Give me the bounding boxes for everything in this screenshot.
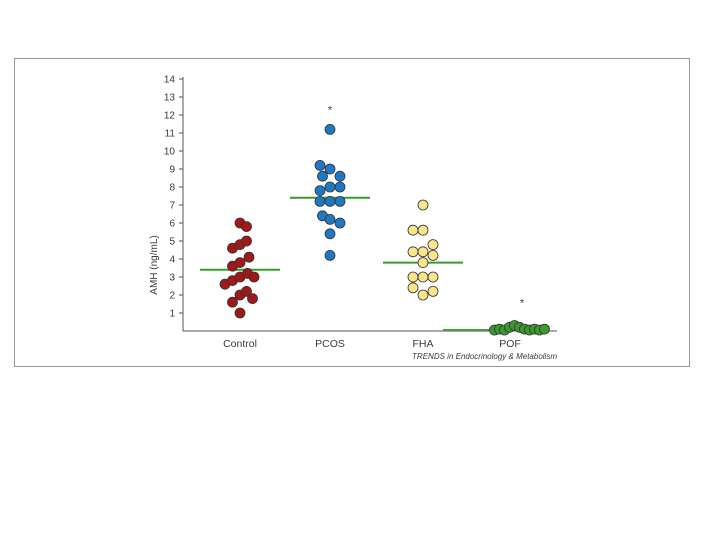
y-tick-label: 1	[169, 309, 175, 320]
data-point-pof	[539, 323, 550, 335]
source-credit: TRENDS in Endocrinology & Metabolism	[412, 352, 557, 361]
y-tick-label: 6	[169, 219, 175, 230]
category-label-pof: POF	[499, 338, 521, 350]
data-point-fha	[417, 271, 429, 283]
y-tick-label: 11	[165, 129, 176, 140]
data-point-control	[243, 251, 255, 263]
data-point-fha	[417, 224, 429, 236]
y-tick-label: 3	[169, 273, 175, 284]
data-point-control	[234, 307, 246, 319]
data-point-pcos	[314, 195, 326, 207]
data-point-fha	[427, 239, 439, 251]
data-point-pcos	[324, 195, 336, 207]
data-point-pcos	[314, 185, 326, 197]
y-tick-label: 13	[164, 93, 176, 104]
significance-marker-pcos: *	[328, 104, 333, 116]
y-tick-label: 12	[164, 111, 176, 122]
data-point-fha	[407, 246, 419, 258]
y-axis-title: AMH (ng/mL)	[149, 235, 160, 294]
category-label-fha: FHA	[413, 338, 434, 350]
data-point-pcos	[324, 181, 336, 193]
y-tick-label: 10	[164, 147, 176, 158]
data-point-fha	[427, 249, 439, 261]
data-point-pcos	[334, 217, 346, 229]
data-point-control	[247, 293, 258, 305]
y-tick-label: 7	[169, 201, 175, 212]
data-point-fha	[417, 199, 429, 211]
data-point-control	[234, 257, 246, 269]
y-tick-label: 2	[169, 291, 175, 302]
data-point-pcos	[334, 181, 346, 193]
data-points	[219, 124, 550, 336]
y-tick-label: 8	[169, 183, 175, 194]
data-point-control	[227, 296, 238, 308]
y-tick-label: 5	[169, 237, 175, 248]
data-point-control	[241, 285, 252, 297]
data-point-fha	[417, 246, 429, 258]
data-point-pcos	[324, 213, 336, 225]
data-point-control	[241, 235, 252, 247]
data-point-control	[241, 221, 252, 233]
y-tick-label: 9	[169, 165, 175, 176]
significance-marker-pof: *	[520, 298, 525, 310]
data-point-pcos	[317, 170, 328, 182]
data-point-fha	[407, 282, 419, 294]
data-point-pcos	[334, 170, 346, 182]
data-point-pcos	[334, 195, 346, 207]
data-point-control	[248, 271, 260, 283]
data-point-fha	[407, 271, 419, 283]
y-tick-label: 4	[169, 255, 175, 266]
data-point-fha	[407, 224, 419, 236]
data-point-pcos	[314, 160, 326, 171]
category-label-control: Control	[223, 338, 257, 350]
data-point-fha	[417, 257, 429, 269]
mean-lines	[200, 196, 521, 332]
category-labels: Control PCOS * FHA POF *	[223, 104, 525, 350]
data-point-pcos	[324, 124, 336, 135]
data-point-pcos	[324, 228, 336, 240]
data-point-fha	[427, 271, 439, 283]
data-point-fha	[427, 285, 439, 297]
y-tick-label: 14	[164, 75, 176, 86]
category-label-pcos: PCOS	[315, 338, 345, 350]
data-point-fha	[417, 289, 429, 301]
data-point-pcos	[324, 249, 336, 261]
data-point-pcos	[324, 163, 336, 175]
figure-frame: 1 2 3 4 5 6 7 8 9 10 11 12 13 14 Control PCOS * FHA POF * …	[14, 58, 690, 367]
